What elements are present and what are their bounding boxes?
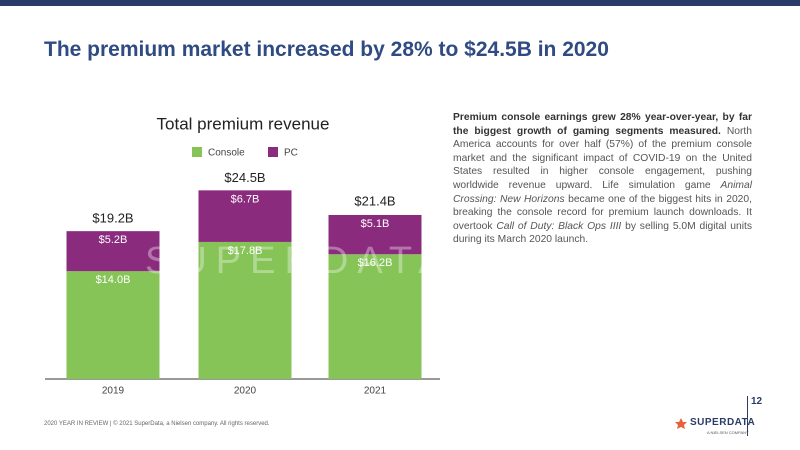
legend-label: PC xyxy=(284,148,298,159)
value-label: $6.7B xyxy=(231,193,260,205)
logo-tagline: A NIELSEN COMPANY xyxy=(707,430,749,435)
total-label: $21.4B xyxy=(354,194,395,209)
chart: Total premium revenue Console PC $14.0B $5.… xyxy=(45,114,440,397)
value-label: $14.0B xyxy=(96,274,131,286)
value-label: $16.2B xyxy=(358,257,393,269)
game-title: Animal Crossing: New Horizons xyxy=(453,179,752,205)
body-text: Premium console earnings grew 28% year-o… xyxy=(453,111,752,247)
body-lead: Premium console earnings grew 28% year-o… xyxy=(453,112,752,137)
chart-title: Total premium revenue xyxy=(157,114,330,133)
body-text-part: by selling 5.0M digital units during its… xyxy=(453,220,753,246)
bar-segment xyxy=(66,271,160,379)
bar-segment xyxy=(328,254,422,379)
total-label: $24.5B xyxy=(224,170,265,185)
slide-title: The premium market increased by 28% to $… xyxy=(44,38,609,61)
legend-label: Console xyxy=(208,148,245,159)
bar-segment xyxy=(66,231,160,272)
legend-swatch xyxy=(192,147,202,157)
value-label: $5.2B xyxy=(99,234,128,246)
bar-segment xyxy=(198,190,292,242)
value-label: $17.8B xyxy=(228,245,263,257)
top-bar xyxy=(0,0,800,6)
body-text-part: became one of the biggest hits in 2020, … xyxy=(453,193,752,232)
page-number: 12 xyxy=(747,396,762,436)
bar-segment xyxy=(198,241,292,379)
logo: SUPERDATA xyxy=(690,417,756,428)
game-title: Call of Duty: Black Ops IIII xyxy=(496,220,622,232)
x-tick-label: 2021 xyxy=(364,386,387,397)
footer: 2020 YEAR IN REVIEW | © 2021 SuperData, … xyxy=(44,421,270,427)
legend-swatch xyxy=(268,147,278,157)
logo-star xyxy=(675,418,687,429)
value-label: $5.1B xyxy=(361,218,390,230)
body-text-part: North America accounts for over half (57… xyxy=(453,125,753,191)
total-label: $19.2B xyxy=(92,211,133,226)
x-tick-label: 2019 xyxy=(102,386,125,397)
bar-segment xyxy=(328,214,422,255)
x-tick-label: 2020 xyxy=(234,386,257,397)
